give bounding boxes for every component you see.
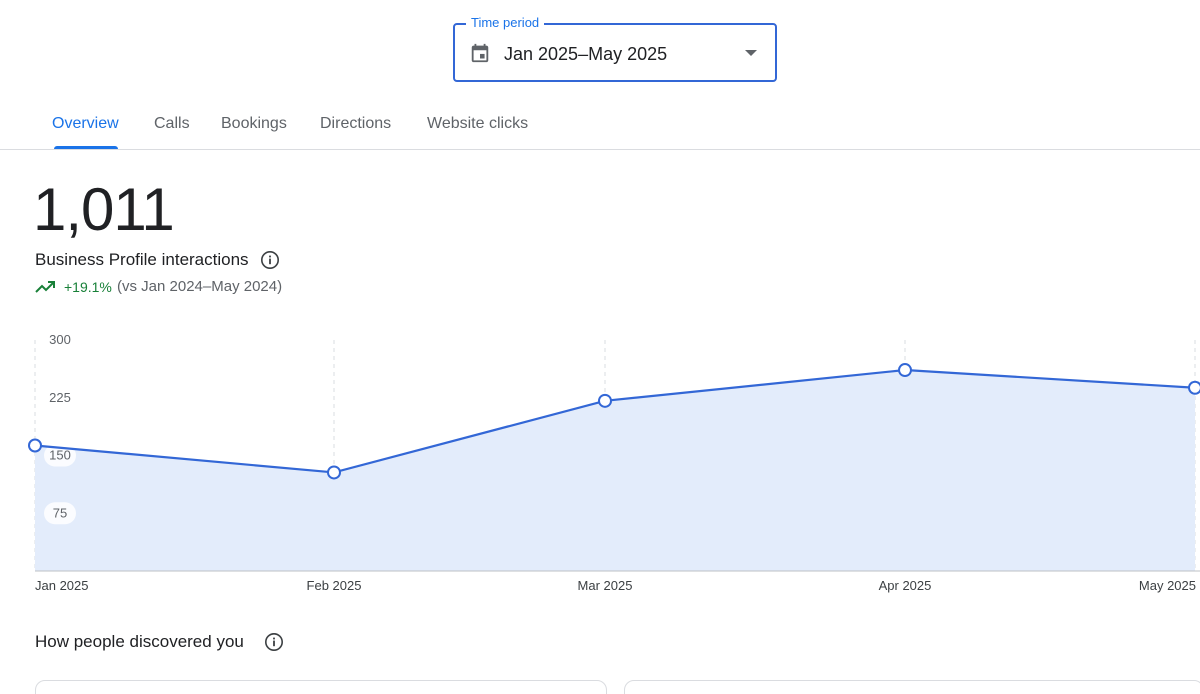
y-tick-pill xyxy=(44,502,76,525)
discovery-card xyxy=(35,680,607,694)
interactions-chart: 75 150 225 300 Jan 2025 Feb 2025 Mar 2025 Apr 2… xyxy=(28,329,1200,593)
y-tick-label: 300 xyxy=(49,332,71,347)
x-tick-label: Jan 2025 xyxy=(35,578,89,593)
time-period-label: Time period xyxy=(466,15,545,31)
y-tick-label: 225 xyxy=(49,390,71,405)
tab-directions[interactable]: Directions xyxy=(320,115,392,132)
info-icon[interactable] xyxy=(260,250,280,270)
trending-up-icon xyxy=(35,281,55,293)
interactions-label: Business Profile interactions xyxy=(35,250,249,269)
y-tick-pill xyxy=(44,444,76,467)
tab-overview[interactable]: Overview xyxy=(52,115,119,132)
active-tab-indicator xyxy=(54,146,118,149)
time-period-select[interactable]: Time period Jan 2025–May 2025 xyxy=(453,15,777,82)
y-tick-pill xyxy=(44,386,76,409)
data-point xyxy=(327,465,341,480)
comparison-period: (vs Jan 2024–May 2024) xyxy=(117,278,283,295)
chart-area xyxy=(35,370,1195,571)
x-tick-label: May 2025 xyxy=(1139,578,1196,593)
discovery-card xyxy=(624,680,1200,694)
tab-bar: Overview Calls Bookings Directions Websi… xyxy=(0,98,1200,150)
change-percent: +19.1% xyxy=(64,279,112,295)
data-point xyxy=(598,393,612,408)
y-tick-label: 75 xyxy=(53,505,67,520)
discovery-title: How people discovered you xyxy=(35,632,244,651)
tab-website-clicks[interactable]: Website clicks xyxy=(427,115,529,132)
calendar-icon xyxy=(471,43,489,63)
time-period-value: Jan 2025–May 2025 xyxy=(504,44,668,64)
x-tick-label: Mar 2025 xyxy=(578,578,633,593)
data-point xyxy=(28,438,42,453)
tab-calls[interactable]: Calls xyxy=(154,115,190,132)
tab-bookings[interactable]: Bookings xyxy=(221,115,287,132)
x-tick-label: Apr 2025 xyxy=(879,578,932,593)
interactions-total: 1,011 xyxy=(33,176,175,243)
x-tick-label: Feb 2025 xyxy=(307,578,362,593)
y-tick-label: 150 xyxy=(49,448,71,463)
data-point xyxy=(898,363,912,378)
info-icon[interactable] xyxy=(264,632,284,652)
caret-down-icon xyxy=(745,50,757,56)
y-tick-pill xyxy=(44,329,76,351)
data-point xyxy=(1188,380,1200,395)
